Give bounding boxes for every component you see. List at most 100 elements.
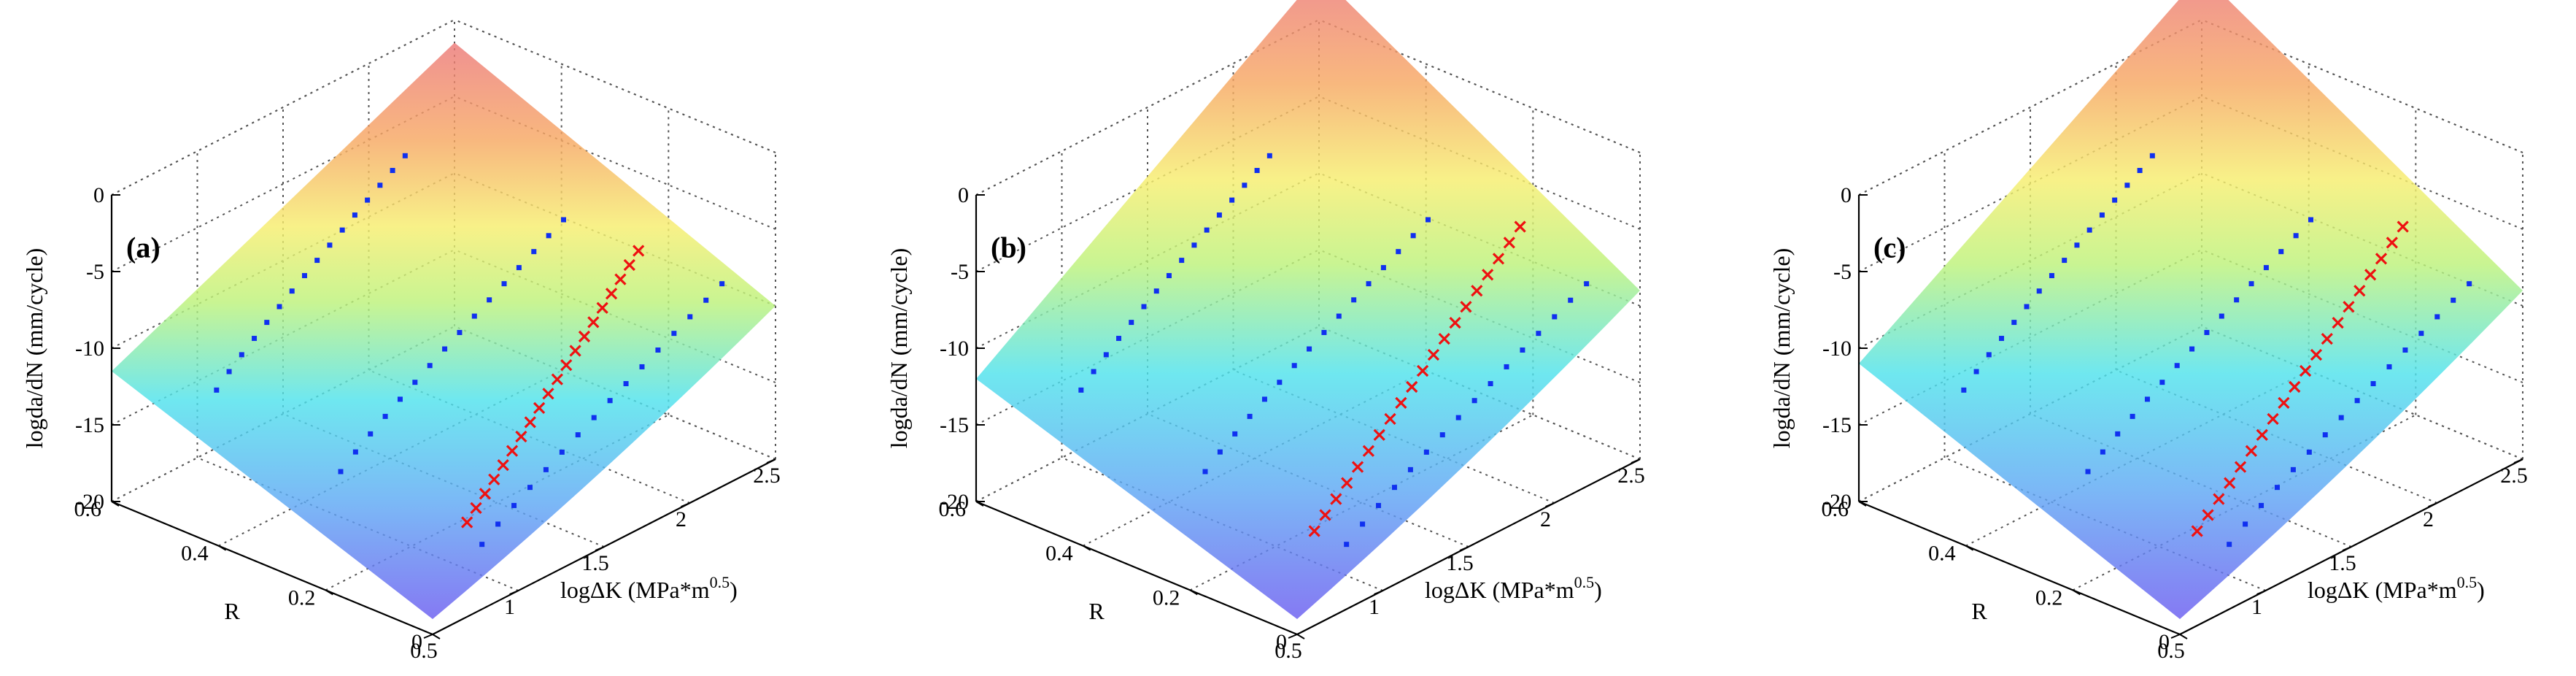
red-point-0 [2397, 220, 2409, 233]
x-tick-label: 1.5 [1446, 551, 1474, 575]
y-tick-label: 0.2 [2035, 585, 2063, 610]
red-point-0 [1351, 461, 1364, 473]
x-axis-label-main: logΔK (MPa*m [560, 577, 710, 603]
x-tick-label: 2.5 [753, 464, 781, 488]
blue-point-1 [1277, 380, 1283, 385]
x-tick-mark [1374, 590, 1383, 595]
blue-point-0 [1552, 314, 1558, 320]
red-point-0 [1308, 525, 1320, 537]
blue-point-2 [390, 168, 395, 174]
blue-point-0 [2402, 347, 2408, 353]
red-point-0 [2191, 525, 2203, 537]
red-point-0 [1438, 332, 1450, 345]
blue-point-1 [352, 449, 358, 455]
blue-point-0 [1536, 331, 1542, 337]
x-tick-mark [2428, 502, 2437, 507]
red-point-0 [614, 273, 627, 285]
y-tick-label: 0.4 [181, 542, 209, 566]
blue-point-1 [1366, 281, 1372, 287]
blue-point-2 [226, 369, 232, 375]
blue-point-0 [719, 281, 725, 287]
blue-point-0 [655, 347, 661, 353]
blue-point-1 [1232, 431, 1238, 437]
y-tick-mark [1965, 545, 1974, 551]
z-tick-label: -5 [86, 260, 104, 284]
blue-point-1 [471, 313, 477, 319]
red-point-0 [578, 330, 591, 343]
blue-point-2 [2062, 258, 2068, 264]
data-points [1961, 153, 2472, 548]
blue-point-1 [442, 346, 448, 352]
blue-point-1 [1202, 469, 1208, 475]
blue-point-2 [252, 336, 258, 342]
red-point-0 [479, 488, 492, 500]
red-point-0 [461, 516, 473, 529]
blue-point-2 [2149, 153, 2155, 158]
blue-point-0 [2274, 485, 2280, 491]
data-points [214, 153, 725, 548]
red-point-0 [1416, 364, 1429, 377]
blue-point-2 [314, 258, 320, 264]
x-axis-label: logΔK (MPa*m0.5) [560, 573, 738, 603]
panel-label: (b) [991, 231, 1026, 264]
blue-point-2 [339, 227, 345, 233]
y-tick-mark [1296, 634, 1305, 639]
blue-point-0 [2418, 331, 2424, 337]
blue-point-0 [1455, 415, 1461, 420]
x-axis-label-close: ) [2477, 577, 2485, 603]
axes: 0.5 1 1.5 2 2.5 0 0.2 0.4 0.6-20 -15 -10 -5 0 [1822, 183, 2528, 663]
blue-point-2 [2024, 304, 2030, 310]
blue-point-1 [2293, 233, 2299, 239]
blue-point-2 [352, 212, 357, 218]
blue-point-1 [427, 363, 433, 369]
y-axis-label: R [1971, 598, 1987, 624]
panel-label: (a) [126, 231, 160, 264]
panel-0: 0.5 1 1.5 2 2.5 0 0.2 0.4 0.6-20 -15 -10 -5 0 logda/d… [21, 19, 781, 663]
x-tick-label: 1.5 [2329, 551, 2356, 575]
blue-point-0 [703, 297, 709, 303]
blue-point-2 [2074, 242, 2080, 248]
y-tick-mark [1189, 589, 1198, 596]
blue-point-2 [1166, 273, 1172, 279]
x-axis-label-close: ) [730, 577, 738, 603]
blue-point-1 [1396, 249, 1401, 255]
blue-point-1 [2278, 249, 2284, 255]
floor-grid-line [1944, 457, 2266, 591]
blue-point-2 [365, 197, 371, 203]
blue-point-0 [2259, 502, 2264, 508]
blue-point-2 [1242, 183, 1248, 188]
y-tick-mark [218, 545, 227, 551]
blue-point-2 [1204, 227, 1210, 233]
blue-point-0 [559, 449, 565, 455]
red-point-0 [524, 416, 536, 429]
red-point-0 [506, 445, 519, 457]
x-tick-label: 0.5 [410, 639, 438, 663]
blue-point-2 [2099, 212, 2105, 218]
blue-point-0 [1568, 297, 1574, 303]
blue-point-2 [301, 273, 307, 279]
z-tick-label: -20 [75, 490, 104, 514]
x-tick-mark [1631, 458, 1641, 464]
axes: 0.5 1 1.5 2 2.5 0 0.2 0.4 0.6-20 -15 -10 -5 0 [74, 183, 781, 663]
y-tick-mark [2179, 634, 2188, 639]
blue-point-1 [1307, 346, 1312, 352]
blue-point-2 [1078, 387, 1084, 393]
axes: 0.5 1 1.5 2 2.5 0 0.2 0.4 0.6-20 -15 -10 -5 0 [939, 183, 1645, 663]
red-point-0 [596, 301, 608, 314]
blue-point-0 [495, 521, 501, 527]
y-tick-label: 0.6 [1822, 497, 1849, 521]
blue-point-0 [1471, 398, 1477, 404]
frame-edge [454, 19, 776, 153]
y-axis-label: R [224, 598, 240, 624]
blue-point-0 [1584, 281, 1590, 287]
x-tick-mark [1459, 546, 1469, 551]
blue-point-0 [1488, 381, 1493, 387]
blue-point-1 [457, 329, 463, 335]
red-point-0 [2267, 412, 2279, 425]
y-tick-label: 0.4 [1045, 542, 1073, 566]
blue-point-1 [1410, 233, 1416, 239]
blue-point-0 [1423, 449, 1429, 455]
blue-point-0 [2306, 449, 2312, 455]
x-axis-label-main: logΔK (MPa*m [1425, 577, 1574, 603]
x-tick-mark [509, 590, 519, 595]
